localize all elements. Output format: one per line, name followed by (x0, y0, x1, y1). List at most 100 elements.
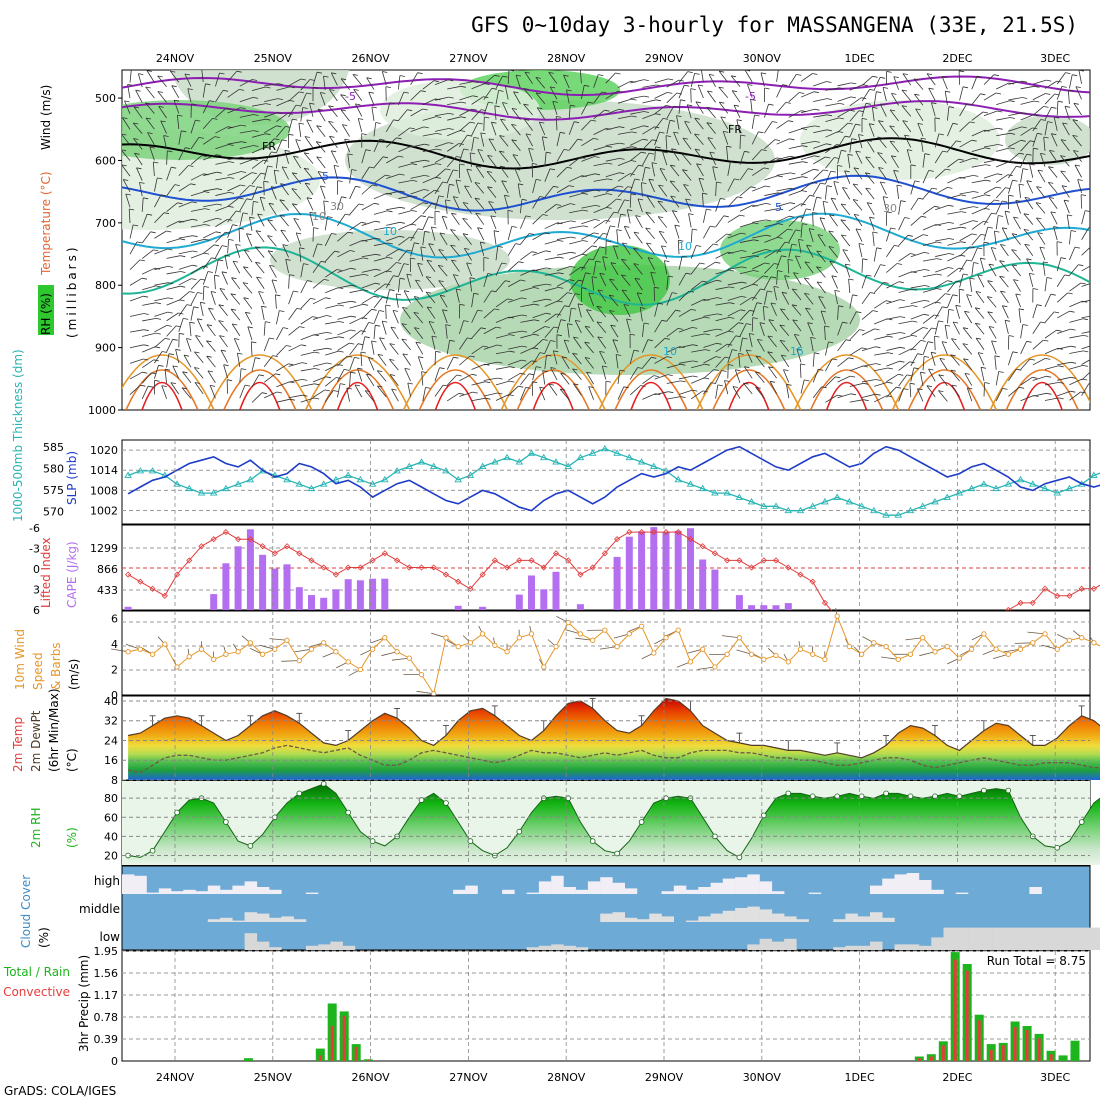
wind-barb (651, 162, 655, 177)
rh-point (467, 838, 474, 844)
wind-barb (800, 379, 805, 394)
wind-barb-flag (631, 146, 637, 149)
wind-barb-flag (635, 215, 641, 217)
wind-barb-flag (853, 199, 859, 201)
wind-barb-flag (1026, 340, 1032, 343)
wind-barb-flag (648, 178, 654, 181)
wind-speed-point (956, 655, 963, 661)
wind-barb-flag (1088, 227, 1090, 229)
wind-barb (629, 193, 632, 208)
wind-barb (223, 364, 228, 379)
wind-barb-flag (490, 215, 496, 218)
wind-barb-flag (364, 336, 370, 339)
wind-barb-flag (509, 380, 515, 383)
thickness-point (588, 449, 597, 456)
wind-barb (483, 273, 489, 288)
wind-barb-flag (904, 134, 910, 137)
wind-barb (316, 125, 326, 138)
wind-barb (1063, 200, 1070, 214)
cloud-bar (870, 912, 883, 922)
wind-barb (837, 357, 849, 367)
wind-barb-flag (793, 272, 799, 274)
wind-barb-flag (544, 326, 550, 328)
wind-barb-flag (563, 74, 569, 77)
wind-barb-flag (967, 387, 973, 390)
day-grid-lines (174, 440, 1056, 1061)
wind-barb-flag (521, 330, 528, 333)
wind-barb-flag (688, 213, 694, 215)
wind-barb (337, 284, 352, 289)
wind-barb (361, 336, 366, 351)
wind-barb-flag (764, 262, 770, 265)
wind-barb-flag (438, 280, 444, 282)
wind-barb-flag (610, 262, 616, 265)
wind-barb (615, 354, 619, 369)
wind-barb-flag (634, 277, 640, 280)
wind-barb (666, 120, 671, 135)
wind-speed-point (577, 631, 584, 637)
wind-barb (922, 241, 937, 246)
wind-barb (452, 196, 460, 210)
wind-barb-flag (439, 232, 445, 235)
thickness-point (906, 506, 915, 514)
wind-barb (812, 169, 824, 180)
wind-barb-10m (111, 648, 129, 653)
wind-barb (999, 276, 1009, 288)
wind-barb-flag (227, 379, 233, 382)
isotherm-line (122, 212, 1090, 259)
wind-barb-flag (910, 253, 916, 255)
wind-barb-flag (863, 399, 869, 402)
wind-speed-point (871, 640, 877, 646)
wind-barb-flag (601, 91, 607, 94)
wind-barb (349, 330, 361, 340)
wind-barb-flag (820, 182, 826, 185)
wind-barb-flag (573, 383, 579, 386)
thickness-point (576, 453, 585, 461)
wind-barb (593, 207, 607, 213)
wind-barb-flag (142, 371, 148, 374)
wind-barb (987, 311, 997, 324)
wind-barb (486, 171, 497, 183)
wind-barb-flag (1085, 210, 1090, 212)
wind-barb (983, 212, 992, 226)
cloud-bar (220, 889, 233, 894)
wind-barb-flag (917, 388, 923, 391)
wind-barb-flag (750, 98, 756, 101)
wind-barb (971, 221, 984, 230)
wind-barb-flag (645, 166, 651, 169)
wind-barb (373, 325, 376, 340)
wind-barb-flag (618, 108, 624, 111)
wind-barb-flag (1039, 246, 1045, 249)
wind-barb-flag (153, 249, 159, 252)
wind-barb (800, 155, 815, 160)
wind-barb (995, 174, 1008, 183)
wind-barb-flag (585, 272, 591, 275)
thickness-tick: 585 (43, 441, 64, 454)
wind-barb (1032, 304, 1038, 319)
wind-barb (678, 375, 693, 380)
wind-barb-flag (336, 377, 342, 379)
wind-barb-flag (1064, 274, 1070, 277)
wind-barb (898, 320, 913, 325)
wind-speed-point (1005, 651, 1011, 657)
wind-barb-flag (877, 136, 883, 139)
wind-barb (770, 302, 777, 316)
thickness-point (478, 462, 487, 469)
wind-barb (1049, 150, 1058, 163)
wind-barb-flag (918, 197, 924, 200)
wind-barb (275, 294, 277, 309)
wind-barb-flag (407, 382, 413, 385)
lifted-index-point (271, 550, 278, 557)
wind-barb (464, 185, 472, 199)
wind-barb-flag (685, 272, 691, 275)
wind-barb (385, 262, 397, 273)
wind-barb (520, 251, 532, 261)
surface-isotherm (598, 354, 704, 410)
wind-barb (227, 224, 233, 238)
wind-barb-flag (859, 329, 865, 331)
wind-barb (971, 234, 982, 246)
wind-barb-flag (271, 151, 277, 154)
wind-barb (247, 326, 253, 341)
wind-barb-flag (941, 341, 948, 343)
wind-barb (483, 308, 495, 319)
